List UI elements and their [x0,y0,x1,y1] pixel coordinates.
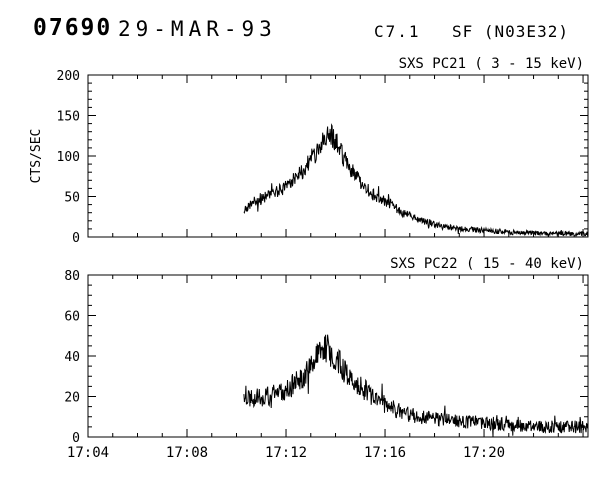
y-tick-label: 60 [64,310,80,325]
x-tick-label: 17:04 [67,445,109,461]
top-panel-chart: 0 50 100 150 200 SXS PC21 ( 3 - 15 keV) CTS/SE… [29,56,589,245]
panel-title: SXS PC22 ( 15 - 40 keV) [390,256,584,272]
panel-title: SXS PC21 ( 3 - 15 keV) [399,56,584,72]
flare-location: SF (N03E32) [452,22,569,41]
x-tick-label: 17:16 [364,445,406,461]
y-tick-label: 150 [57,110,80,125]
x-tick-label: 17:20 [463,445,505,461]
event-date: 29-MAR-93 [118,17,277,41]
lightcurve-line [243,334,589,438]
lightcurve-line [243,123,589,238]
y-tick-label: 0 [72,431,80,446]
y-tick-label: 200 [57,69,80,84]
y-tick-label: 20 [64,391,80,406]
event-number: 07690 [33,15,113,41]
y-tick-label: 50 [64,191,80,206]
plot-box [87,74,589,238]
x-tick-label: 17:08 [166,445,208,461]
y-tick-label: 100 [57,150,80,165]
y-tick-label: 40 [64,350,80,365]
goes-class: C7.1 [374,22,421,41]
x-tick-label: 17:12 [265,445,307,461]
bottom-panel-chart: 0 20 40 60 80 17:04 17:08 17:12 17:16 17:20 SXS PC… [64,256,589,461]
y-tick-label: 80 [64,269,80,284]
y-tick-label: 0 [72,231,80,245]
y-axis-title: CTS/SEC [29,129,44,184]
